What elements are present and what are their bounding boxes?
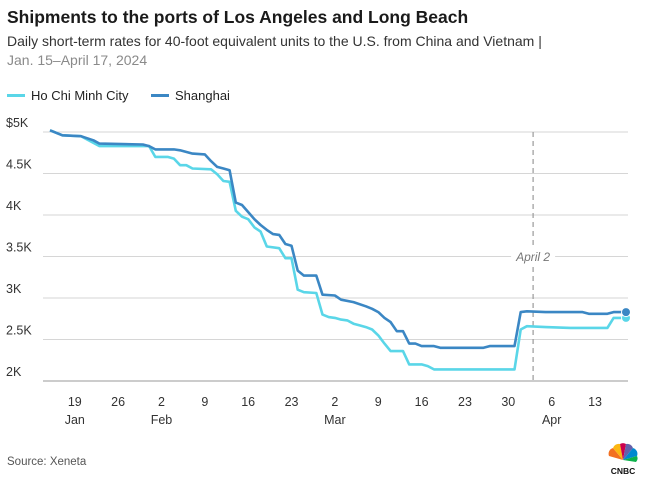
y-tick-label: 3.5K xyxy=(6,241,32,255)
legend-label-ho-chi-minh-city: Ho Chi Minh City xyxy=(31,88,129,103)
series-line-shanghai xyxy=(49,129,626,350)
x-month-label: Feb xyxy=(151,413,173,427)
x-month-label: Apr xyxy=(542,413,561,427)
x-month-label: Jan xyxy=(65,413,85,427)
cnbc-peacock-logo: CNBC xyxy=(608,443,638,476)
x-tick-label: 2 xyxy=(331,395,338,409)
legend-item-ho-chi-minh-city: Ho Chi Minh City xyxy=(7,88,129,103)
legend-item-shanghai: Shanghai xyxy=(151,88,230,103)
y-tick-label: $5K xyxy=(6,116,29,130)
chart-title: Shipments to the ports of Los Angeles an… xyxy=(7,7,469,27)
x-tick-label: 16 xyxy=(415,395,429,409)
series-line-ho-chi-minh-city xyxy=(49,129,626,371)
source-note: Source: Xeneta xyxy=(7,456,87,468)
y-tick-label: 2K xyxy=(6,365,22,379)
x-tick-label: 6 xyxy=(548,395,555,409)
logo-text: CNBC xyxy=(611,466,636,476)
x-tick-label: 30 xyxy=(501,395,515,409)
annotation-label-background xyxy=(511,248,556,264)
x-tick-label: 23 xyxy=(458,395,472,409)
annotation-label: April 2 xyxy=(515,250,550,264)
y-tick-label: 2.5K xyxy=(6,324,32,338)
x-month-label: Mar xyxy=(324,413,346,427)
legend-swatch-shanghai xyxy=(151,93,169,97)
x-tick-label: 9 xyxy=(201,395,208,409)
x-tick-label: 2 xyxy=(158,395,165,409)
x-tick-label: 19 xyxy=(68,395,82,409)
y-tick-label: 4.5K xyxy=(6,158,32,172)
chart-date-range: Jan. 15–April 17, 2024 xyxy=(7,52,148,68)
x-tick-label: 9 xyxy=(375,395,382,409)
x-tick-label: 26 xyxy=(111,395,125,409)
x-tick-label: 23 xyxy=(285,395,299,409)
x-tick-label: 16 xyxy=(241,395,255,409)
chart-subtitle: Daily short-term rates for 40-foot equiv… xyxy=(7,33,542,49)
legend-label-shanghai: Shanghai xyxy=(175,88,230,103)
x-tick-label: 13 xyxy=(588,395,602,409)
series-end-marker-shanghai xyxy=(621,307,631,318)
y-tick-label: 3K xyxy=(6,282,22,296)
legend-swatch-ho-chi-minh-city xyxy=(7,93,25,97)
y-tick-label: 4K xyxy=(6,199,22,213)
